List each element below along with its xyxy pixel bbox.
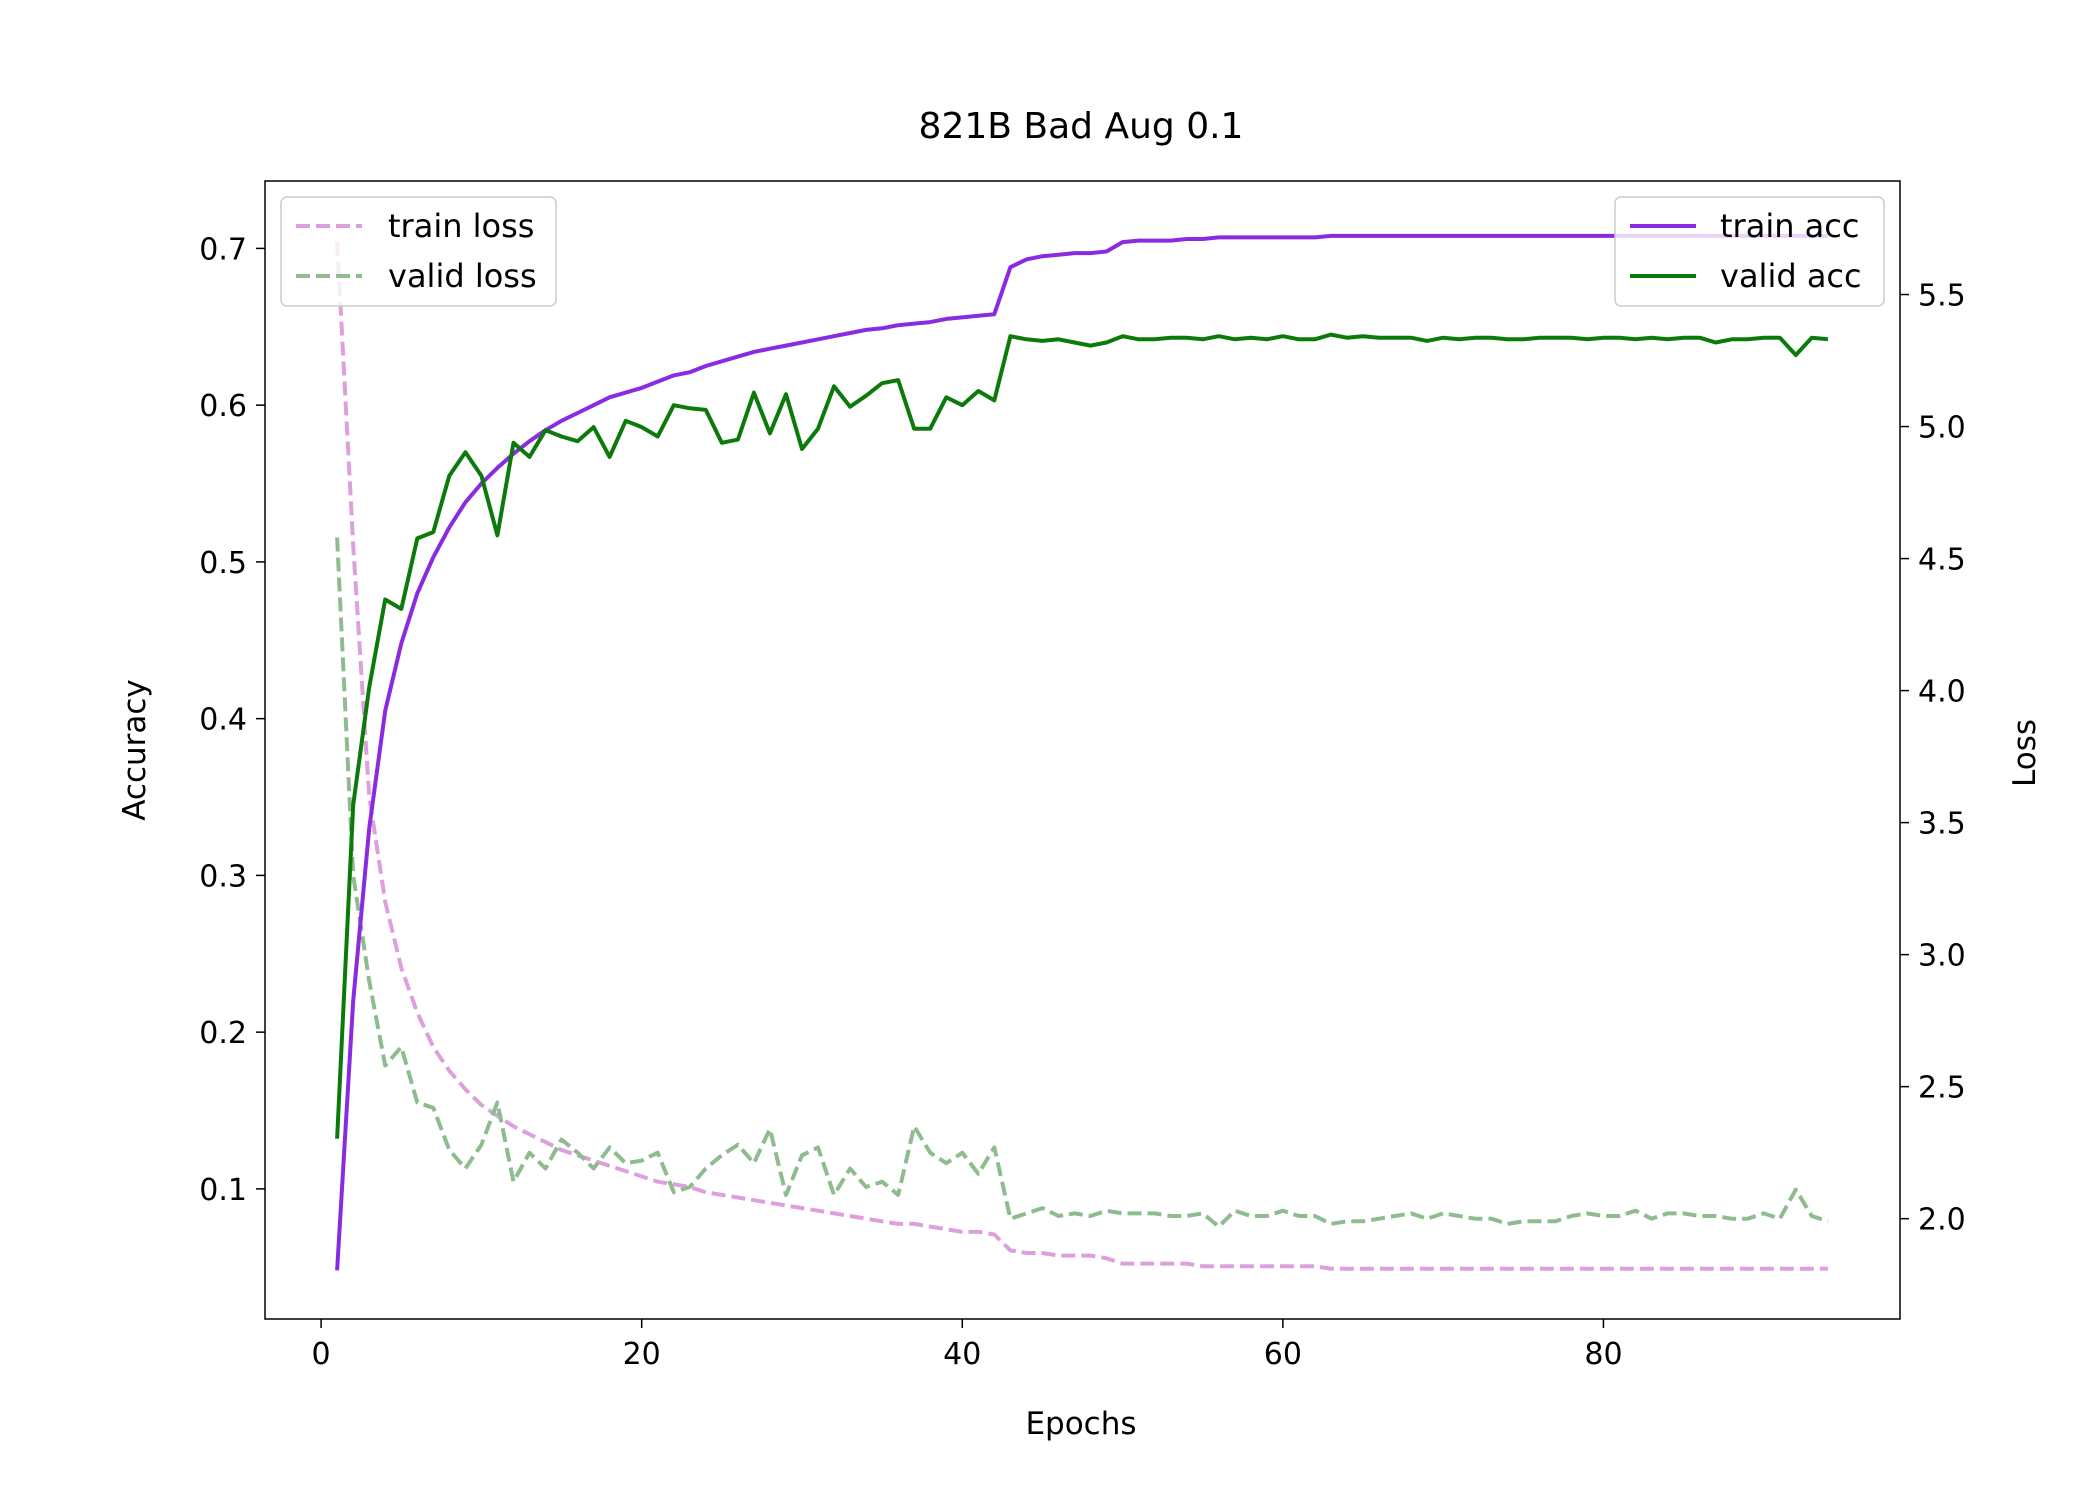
right-y-axis-title: Loss bbox=[2007, 719, 2043, 787]
legend-valid-acc-label: valid acc bbox=[1720, 257, 1862, 295]
right-y-tick-label: 5.0 bbox=[1918, 411, 1966, 446]
left-y-tick-label: 0.2 bbox=[199, 1016, 247, 1051]
x-tick-label: 20 bbox=[623, 1337, 661, 1372]
legend-train-acc-label: train acc bbox=[1720, 207, 1859, 245]
x-axis-title: Epochs bbox=[1025, 1406, 1136, 1442]
legend-loss: train loss valid loss bbox=[280, 196, 557, 307]
left-y-axis-title: Accuracy bbox=[117, 679, 153, 821]
valid-loss-line bbox=[335, 537, 1829, 1229]
right-y-tick-label: 2.0 bbox=[1918, 1203, 1966, 1238]
left-y-axis-ticks: 0.1 0.2 0.3 0.4 0.5 0.6 0.7 bbox=[199, 232, 265, 1208]
valid-acc-line bbox=[335, 332, 1829, 1139]
left-y-tick-label: 0.1 bbox=[199, 1173, 247, 1208]
left-y-tick-label: 0.4 bbox=[199, 703, 247, 738]
plot-area-border bbox=[264, 180, 1901, 1320]
plot-frame bbox=[264, 180, 1901, 1320]
left-y-tick-label: 0.6 bbox=[199, 389, 247, 424]
x-tick-label: 40 bbox=[943, 1337, 981, 1372]
series-layer bbox=[335, 233, 1829, 1271]
legend-train-loss-label: train loss bbox=[388, 207, 534, 245]
left-y-tick-label: 0.3 bbox=[199, 859, 247, 894]
right-y-tick-label: 3.5 bbox=[1918, 807, 1966, 842]
x-tick-label: 60 bbox=[1264, 1337, 1302, 1372]
chart-title: 821B Bad Aug 0.1 bbox=[919, 106, 1244, 147]
right-y-tick-label: 5.5 bbox=[1918, 279, 1966, 314]
right-y-axis-ticks: 2.0 2.5 3.0 3.5 4.0 4.5 5.0 5.5 bbox=[1900, 279, 1966, 1238]
right-y-tick-label: 3.0 bbox=[1918, 939, 1966, 974]
right-y-tick-label: 2.5 bbox=[1918, 1071, 1966, 1106]
x-tick-label: 80 bbox=[1584, 1337, 1622, 1372]
left-y-tick-label: 0.5 bbox=[199, 546, 247, 581]
train-acc-line bbox=[335, 233, 1828, 1271]
legend-accuracy: train acc valid acc bbox=[1614, 196, 1885, 307]
x-tick-label: 0 bbox=[312, 1337, 331, 1372]
left-y-tick-label: 0.7 bbox=[199, 232, 247, 267]
legend-valid-loss-label: valid loss bbox=[388, 257, 537, 295]
right-y-tick-label: 4.0 bbox=[1918, 675, 1966, 710]
x-axis-ticks: 0 20 40 60 80 bbox=[312, 1319, 1623, 1372]
right-y-tick-label: 4.5 bbox=[1918, 543, 1966, 578]
